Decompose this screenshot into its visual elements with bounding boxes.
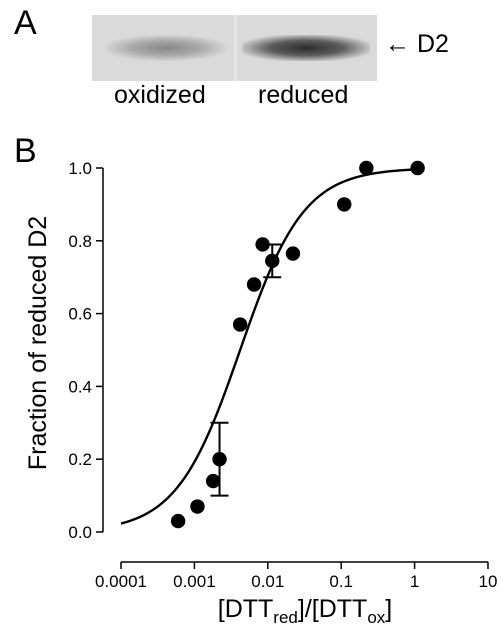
- x-tick-label: 0.1: [329, 572, 353, 591]
- x-label-mid: ]/[DTT: [298, 595, 367, 623]
- data-point: [265, 253, 280, 269]
- y-axis: 0.0 0.2 0.4 0.6 0.8 1.0: [68, 159, 104, 542]
- x-label-suffix: ]: [385, 595, 392, 623]
- x-tick-label: 0.001: [173, 572, 216, 591]
- y-tick-label: 0.8: [68, 232, 92, 251]
- x-tick-label: 0.01: [251, 572, 284, 591]
- x-axis: 0.0001 0.001 0.01 0.1 1 10: [95, 561, 498, 591]
- y-tick-label: 0.0: [68, 523, 92, 542]
- lane-separator: [234, 15, 237, 81]
- x-label-sub-red: red: [273, 608, 298, 624]
- band-reduced: [242, 35, 370, 61]
- data-point: [190, 499, 205, 514]
- y-axis-label: Fraction of reduced D2: [24, 216, 52, 470]
- y-tick-label: 0.4: [68, 377, 92, 396]
- x-tick-label: 10: [479, 572, 498, 591]
- data-point: [232, 317, 248, 332]
- data-points: [170, 160, 425, 529]
- data-point: [170, 513, 186, 529]
- data-point: [285, 246, 301, 261]
- lane-label-reduced: reduced: [258, 81, 349, 109]
- band-oxidized: [106, 35, 226, 61]
- band-arrow-label: ← D2: [385, 32, 449, 57]
- panel-a-letter: A: [14, 4, 37, 42]
- fit-curve: [120, 168, 418, 525]
- data-point: [337, 197, 352, 212]
- left-arrow-icon: ←: [385, 30, 410, 58]
- data-point: [255, 237, 270, 252]
- gel-image: [92, 15, 377, 81]
- y-tick-label: 1.0: [68, 159, 92, 178]
- panel-b-letter: B: [14, 132, 37, 170]
- x-label-sub-ox: ox: [367, 608, 385, 624]
- data-point: [359, 160, 374, 176]
- lane-label-oxidized: oxidized: [114, 81, 206, 109]
- x-label-prefix: [DTT: [218, 595, 274, 623]
- fit-curve-group: [120, 168, 418, 525]
- band-label: D2: [416, 30, 449, 58]
- x-tick-label: 1: [410, 572, 419, 591]
- x-tick-label: 0.0001: [95, 572, 147, 591]
- x-axis-label: [DTTred]/[DTTox]: [218, 595, 392, 624]
- y-tick-label: 0.6: [68, 305, 92, 324]
- data-point: [205, 473, 221, 489]
- y-tick-label: 0.2: [68, 450, 92, 469]
- data-point: [410, 160, 425, 176]
- data-point: [246, 277, 262, 292]
- data-point: [212, 452, 227, 467]
